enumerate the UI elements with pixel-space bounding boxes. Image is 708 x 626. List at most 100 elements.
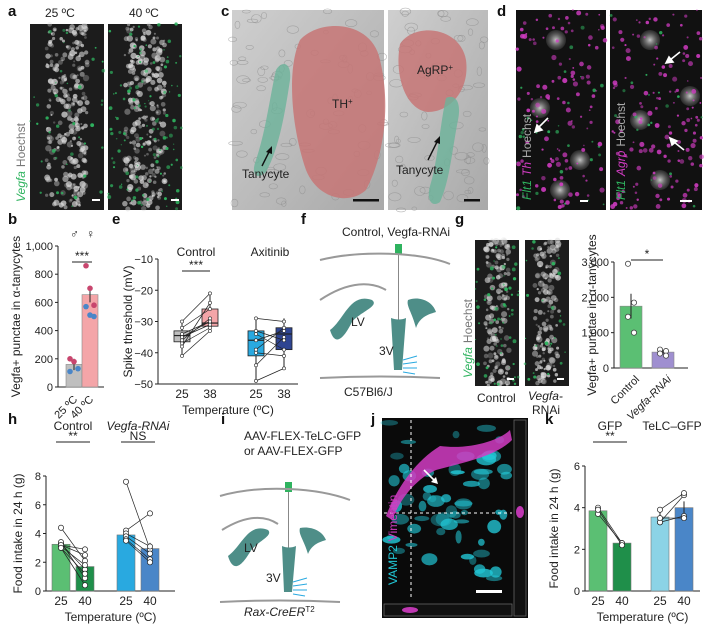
nucleus-dot <box>75 55 82 62</box>
h-group-label: Vegfa-RNAi <box>107 419 170 433</box>
green-punctum <box>149 180 151 183</box>
g-image-label-control: Control <box>477 391 516 405</box>
nucleus-dot <box>127 68 133 74</box>
green-punctum <box>555 130 559 134</box>
green-punctum <box>580 25 585 30</box>
h-significance-label: ** <box>68 429 78 443</box>
nucleus-dot <box>157 189 161 192</box>
nucleus-dot <box>145 78 151 83</box>
b-data-point <box>83 262 89 269</box>
vamp2-signal <box>418 500 427 512</box>
nucleus-dot <box>129 129 135 135</box>
magenta-punctum <box>611 130 614 133</box>
b-data-point <box>67 368 73 375</box>
nucleus-dot <box>550 295 557 301</box>
nucleus-dot <box>83 145 89 151</box>
green-punctum <box>133 44 136 48</box>
magenta-punctum <box>657 183 663 188</box>
em-organelle <box>278 49 286 58</box>
vamp2-signal <box>462 480 480 487</box>
nucleus-dot <box>545 266 548 269</box>
nucleus-dot <box>51 36 56 41</box>
nucleus-dot <box>128 100 134 105</box>
nucleus-dot <box>68 27 75 34</box>
magenta-punctum <box>582 174 585 178</box>
nucleus-dot <box>81 157 87 163</box>
green-punctum <box>140 80 144 84</box>
nucleus-dot <box>491 359 495 363</box>
nucleus-dot <box>44 174 51 181</box>
green-punctum <box>120 183 123 185</box>
nucleus-dot <box>507 307 510 311</box>
nucleus-dot <box>123 36 129 42</box>
em-organelle <box>437 10 445 17</box>
nucleus-dot <box>47 140 52 145</box>
nucleus-dot <box>495 361 501 367</box>
nucleus-dot <box>495 254 501 259</box>
green-punctum <box>172 143 175 145</box>
magenta-punctum <box>667 197 671 201</box>
green-punctum <box>508 315 511 317</box>
em-organelle <box>236 150 248 158</box>
nucleus-dot <box>54 67 60 73</box>
nucleus-dot <box>68 87 73 91</box>
magenta-punctum <box>570 74 574 79</box>
h-paired-line <box>125 536 151 554</box>
green-punctum <box>137 200 141 205</box>
green-punctum <box>163 49 165 51</box>
nucleus-dot <box>487 276 494 283</box>
nucleus-dot <box>83 152 87 156</box>
h-group-label: Control <box>54 419 93 433</box>
nucleus-dot <box>73 74 78 79</box>
vamp2-signal <box>477 477 490 490</box>
e-data-point <box>282 338 286 343</box>
green-punctum <box>145 44 148 46</box>
nucleus-dot <box>128 63 134 69</box>
nucleus-dot <box>141 174 147 181</box>
magenta-punctum <box>585 74 590 79</box>
green-punctum <box>117 149 121 153</box>
green-punctum <box>114 92 117 95</box>
nucleus-dot <box>59 134 66 141</box>
green-punctum <box>151 127 155 131</box>
nucleus-dot <box>488 239 491 243</box>
nucleus-dot <box>151 72 155 76</box>
nucleus-dot <box>500 290 504 293</box>
i-3v-label: 3V <box>266 571 281 585</box>
nucleus-dot <box>74 112 80 118</box>
green-punctum <box>174 22 178 26</box>
nucleus-dot <box>157 139 160 142</box>
h-data-point <box>82 562 88 569</box>
green-punctum <box>101 146 104 149</box>
nucleus-dot <box>61 139 65 142</box>
magenta-punctum <box>586 65 592 70</box>
green-punctum <box>163 90 167 94</box>
magenta-punctum <box>664 134 670 140</box>
nucleus-dot <box>49 110 55 116</box>
nucleus-dot <box>149 135 152 138</box>
green-punctum <box>152 61 156 64</box>
green-punctum <box>492 276 496 280</box>
nucleus-dot <box>492 368 497 373</box>
green-punctum <box>630 81 634 85</box>
e-paired-line <box>255 327 285 350</box>
g-scale-bar-1 <box>507 378 514 380</box>
e-data-point <box>208 316 212 321</box>
green-punctum <box>146 197 150 202</box>
nucleus-dot <box>52 121 56 124</box>
k-bar <box>650 516 670 592</box>
magenta-punctum <box>588 109 591 111</box>
nucleus-dot <box>556 346 560 350</box>
g-micrograph-rnai <box>525 240 569 386</box>
green-punctum <box>33 96 35 98</box>
nucleus-dot <box>80 123 83 126</box>
vamp2-signal <box>421 553 438 566</box>
nucleus-dot <box>154 86 159 92</box>
em-organelle <box>283 60 293 67</box>
nucleus-dot <box>534 257 539 262</box>
nucleus-dot <box>501 294 505 297</box>
d-micrograph-texture <box>515 9 704 211</box>
green-punctum <box>56 191 60 195</box>
e-data-point <box>208 307 212 311</box>
nucleus-dot <box>152 168 155 171</box>
